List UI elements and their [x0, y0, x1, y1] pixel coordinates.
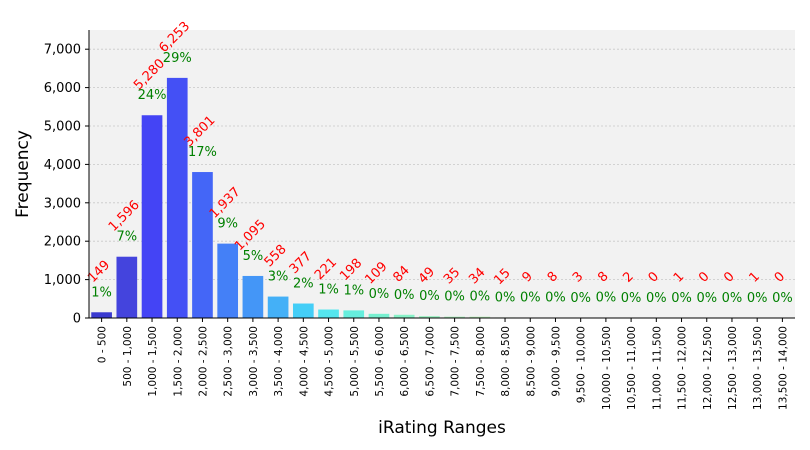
percent-label: 0%	[369, 287, 390, 302]
x-tick-label: 2,500 - 3,000	[223, 326, 235, 397]
y-tick-label: 7,000	[44, 43, 81, 58]
x-axis-label: iRating Ranges	[378, 418, 506, 438]
percent-label: 0%	[696, 291, 717, 306]
x-tick-label: 1,500 - 2,000	[172, 326, 184, 397]
percent-label: 0%	[722, 291, 743, 306]
y-tick-label: 4,000	[44, 158, 81, 173]
percent-label: 0%	[419, 289, 440, 304]
y-tick-label: 0	[73, 312, 81, 327]
bar	[267, 296, 289, 318]
bar	[469, 316, 491, 318]
percent-label: 2%	[293, 277, 314, 292]
x-tick-label: 6,000 - 6,500	[399, 326, 411, 397]
percent-label: 1%	[343, 283, 364, 298]
percent-label: 3%	[268, 270, 289, 285]
percent-label: 9%	[217, 217, 238, 232]
percent-label: 0%	[772, 291, 793, 306]
bar	[217, 243, 239, 318]
x-tick-label: 12,500 - 13,000	[727, 326, 739, 410]
x-tick-label: 5,000 - 5,500	[349, 326, 361, 397]
x-tick-label: 10,000 - 10,500	[601, 326, 613, 410]
percent-label: 0%	[747, 291, 768, 306]
bar	[192, 172, 213, 318]
percent-label: 0%	[495, 290, 516, 305]
y-tick-label: 3,000	[44, 196, 81, 211]
bar	[343, 310, 365, 318]
x-ticks: 0 - 500 500 - 1,000 1,000 - 1,500 1,500 - 2…	[97, 318, 789, 410]
bar	[393, 314, 415, 318]
percent-label: 0%	[621, 291, 642, 306]
y-tick-label: 2,000	[44, 235, 81, 250]
bar	[166, 77, 188, 319]
x-tick-label: 11,500 - 12,000	[677, 326, 689, 410]
x-tick-label: 5,500 - 6,000	[374, 326, 386, 397]
percent-label: 0%	[570, 291, 591, 306]
bar	[91, 312, 112, 318]
x-tick-label: 1,000 - 1,500	[147, 326, 159, 397]
x-tick-label: 8,500 - 9,000	[525, 326, 537, 397]
bar	[368, 313, 390, 318]
x-tick-label: 4,500 - 5,000	[324, 326, 336, 397]
percent-label: 24%	[138, 88, 167, 103]
percent-label: 1%	[318, 283, 339, 298]
x-tick-label: 13,500 - 14,000	[777, 326, 789, 410]
x-tick-label: 12,000 - 12,500	[702, 326, 714, 410]
x-tick-label: 10,500 - 11,000	[626, 326, 638, 410]
y-tick-label: 1,000	[44, 273, 81, 288]
y-tick-label: 5,000	[44, 120, 81, 135]
percent-label: 1%	[91, 285, 112, 300]
percent-label: 5%	[243, 249, 264, 264]
x-tick-label: 500 - 1,000	[122, 326, 134, 387]
bar	[292, 303, 314, 318]
percent-label: 29%	[163, 51, 192, 66]
bar	[141, 115, 163, 318]
x-tick-label: 6,500 - 7,000	[424, 326, 436, 397]
percent-label: 7%	[117, 230, 138, 245]
bar	[444, 316, 465, 318]
bar	[318, 309, 339, 318]
percent-label: 0%	[470, 290, 491, 305]
bar	[419, 316, 440, 318]
bars	[91, 77, 768, 319]
percent-label: 17%	[188, 145, 217, 160]
x-tick-label: 9,000 - 9,500	[550, 326, 562, 397]
x-tick-label: 2,000 - 2,500	[197, 326, 209, 397]
y-ticks: 0 1,000 2,000 3,000 4,000 5,000 6,000 7,000	[44, 43, 89, 327]
bar	[116, 256, 138, 318]
x-tick-label: 13,000 - 13,500	[752, 326, 764, 410]
percent-label: 0%	[596, 291, 617, 306]
percent-label: 0%	[545, 291, 566, 306]
x-tick-label: 7,000 - 7,500	[450, 326, 462, 397]
x-tick-label: 11,000 - 11,500	[651, 326, 663, 410]
y-axis-label: Frequency	[13, 130, 33, 218]
percent-label: 0%	[520, 291, 541, 306]
x-tick-label: 0 - 500	[97, 326, 109, 363]
bar	[242, 275, 264, 318]
y-tick-label: 6,000	[44, 81, 81, 96]
x-tick-label: 4,000 - 4,500	[298, 326, 310, 397]
percent-label: 0%	[646, 291, 667, 306]
percent-label: 0%	[444, 290, 465, 305]
x-tick-label: 9,500 - 10,000	[576, 326, 588, 403]
x-tick-label: 3,000 - 3,500	[248, 326, 260, 397]
x-tick-label: 3,500 - 4,000	[273, 326, 285, 397]
x-tick-label: 8,000 - 8,500	[500, 326, 512, 397]
percent-label: 0%	[671, 291, 692, 306]
x-tick-label: 7,500 - 8,000	[475, 326, 487, 397]
percent-label: 0%	[394, 288, 415, 303]
